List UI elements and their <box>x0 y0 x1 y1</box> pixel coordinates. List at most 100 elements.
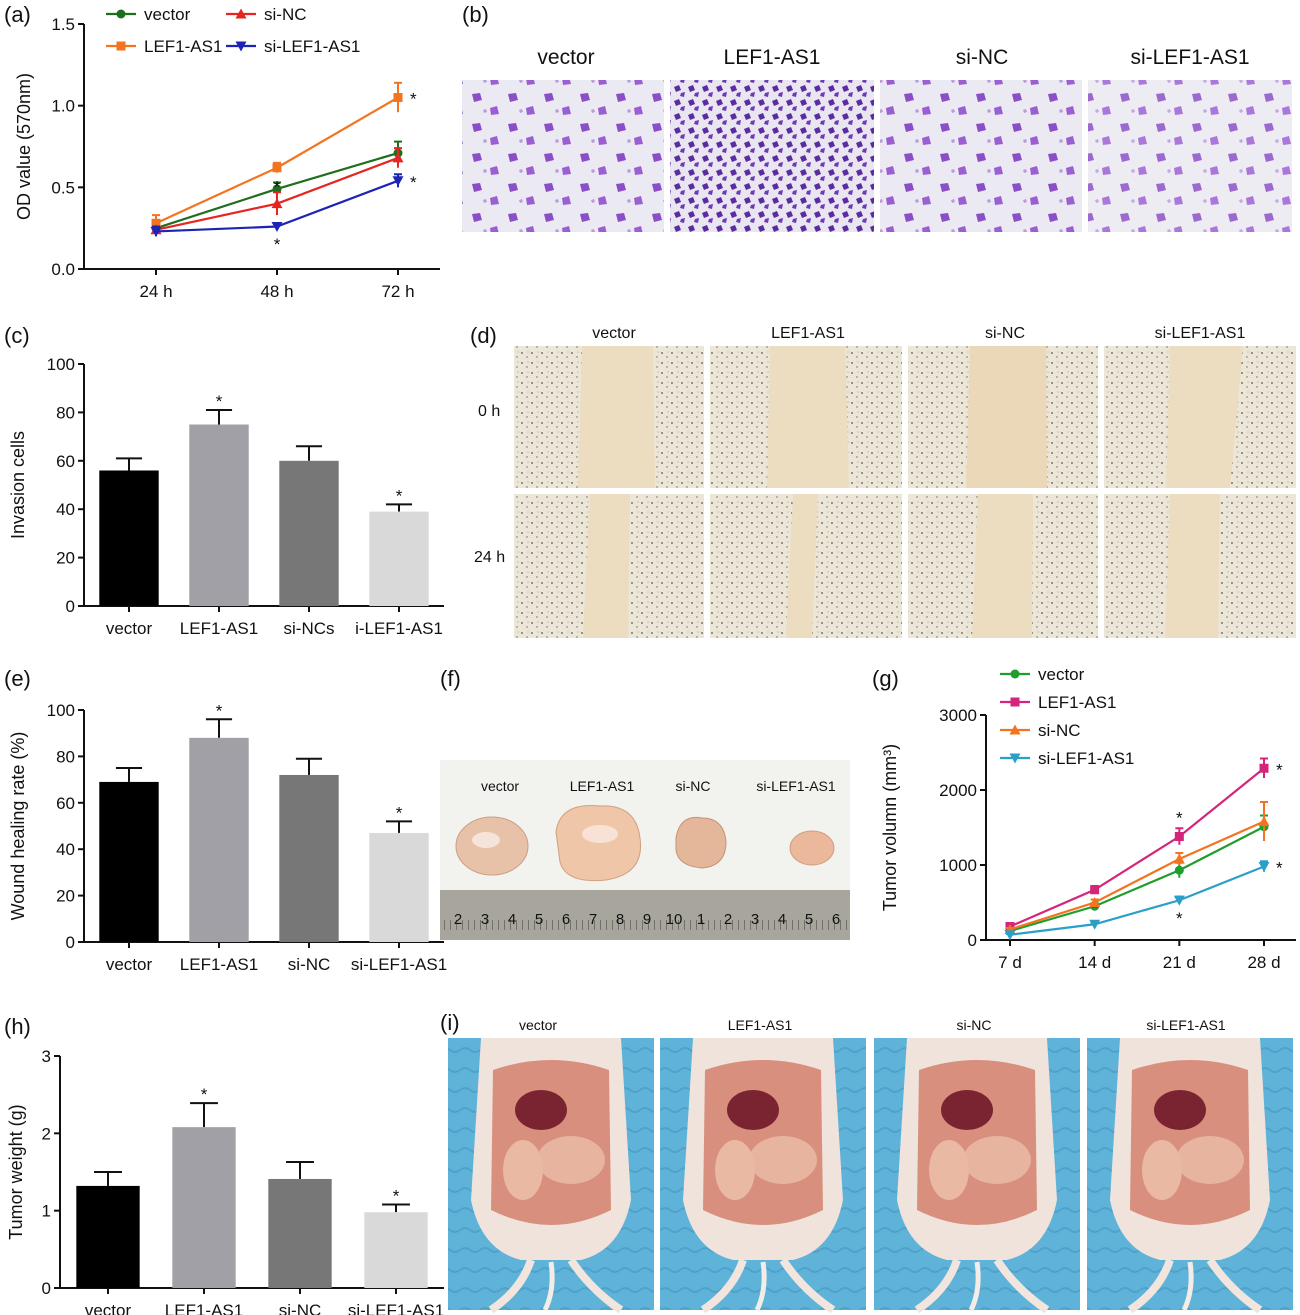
transwell-label-si-lef1-as1: si-LEF1-AS1 <box>1130 46 1249 69</box>
legend-label: LEF1-AS1 <box>144 37 222 56</box>
point-si-nc <box>1258 816 1270 826</box>
ruler-number: 2 <box>724 911 732 928</box>
x-tick-label-si-lef1-as1: si-LEF1-AS1 <box>351 955 447 974</box>
point-lef1-as1 <box>393 93 403 102</box>
legend-item-lef1-as1: LEF1-AS1 <box>1000 693 1116 712</box>
legend-label: LEF1-AS1 <box>1038 693 1116 712</box>
transwell-label-si-nc: si-NC <box>956 46 1009 69</box>
x-tick-label-lef1-as1: LEF1-AS1 <box>180 955 258 974</box>
bar-vector <box>99 470 159 606</box>
y-axis-label: OD value (570nm) <box>14 73 34 220</box>
point-si-lef1-as1 <box>150 226 162 237</box>
mouse-body <box>897 1038 1057 1314</box>
ruler-number: 5 <box>535 911 543 928</box>
legend-marker <box>116 9 126 19</box>
y-tick-label: 1.5 <box>51 15 75 34</box>
wound-label-lef1-as1: LEF1-AS1 <box>771 325 845 342</box>
bar-si-nc <box>268 1178 332 1288</box>
ruler-number: 2 <box>454 911 462 928</box>
x-tick-label-si-nc: si-NC <box>288 955 331 974</box>
y-axis-label: Tumor volumn (mm³) <box>880 744 900 911</box>
mouse-photos: vector LEF1-AS1 si-NC si-LEF1-AS1 <box>448 1017 1293 1314</box>
point-si-nc <box>392 152 404 163</box>
mouse-label-si-nc: si-NC <box>957 1017 992 1033</box>
y-tick-label: 0 <box>66 597 75 616</box>
bar-vector <box>76 1185 140 1288</box>
series-line-vector <box>1009 825 1265 933</box>
transwell-label-vector: vector <box>537 46 594 69</box>
y-axis-label: Invasion cells <box>8 431 28 539</box>
y-tick-label: 20 <box>56 887 75 906</box>
ruler-number: 7 <box>589 911 597 928</box>
transwell-image-si-nc <box>880 80 1082 232</box>
significance-star-si-lef1-as1: * <box>396 803 403 822</box>
series-line-si-nc <box>1009 820 1265 931</box>
ruler-number: 3 <box>481 911 489 928</box>
panel-label-d: (d) <box>470 323 497 348</box>
legend-marker <box>1010 669 1020 679</box>
bar-chart-tumor-weight: 0 1 2 3 Tumor weight (g) vector * LEF1-AS1 si-NC… <box>6 1047 444 1315</box>
point-si-lef1-as1 <box>392 176 404 187</box>
bar-chart-invasion: 0 20 40 60 80 100 Invasion cells vector * LEF1-AS… <box>8 355 444 638</box>
y-tick-label: 2 <box>42 1124 51 1143</box>
point-lef1-as1 <box>272 163 282 173</box>
bar-si-lef1-as1 <box>369 832 429 942</box>
tumor-si-nc <box>675 816 727 869</box>
point-lef1-as1 <box>1090 885 1100 895</box>
legend-item-si-nc: si-NC <box>226 5 307 24</box>
legend-item-si-nc: si-NC <box>1000 721 1081 740</box>
series-lef1-as1: * * * <box>1005 757 1283 931</box>
tumor-label-si-nc: si-NC <box>676 778 711 794</box>
ruler-number: 4 <box>508 911 516 928</box>
legend-marker <box>235 41 247 52</box>
point-lef1-as1 <box>1259 763 1269 773</box>
line-chart-od: 0.0 0.5 1.0 1.5 OD value (570nm) 24 h 48 h 72 h… <box>14 5 440 301</box>
series-lef1-as1: ** <box>151 81 417 232</box>
y-tick-label: 0 <box>42 1279 51 1298</box>
panel-label-i: (i) <box>440 1010 460 1035</box>
x-tick-label-vector: vector <box>85 1301 132 1315</box>
significance-star-lef1-as1: * <box>216 701 223 720</box>
y-tick-label: 3 <box>42 1047 51 1066</box>
legend-marker <box>235 8 247 19</box>
ruler-number: 1 <box>697 911 705 928</box>
x-tick-label-28-d: 28 d <box>1247 953 1280 972</box>
x-tick-label-vector: vector <box>106 955 153 974</box>
legend-item-si-lef1-as1: si-LEF1-AS1 <box>226 37 360 56</box>
ruler-number: 3 <box>751 911 759 928</box>
x-tick-label-72-h: 72 h <box>381 282 414 301</box>
x-tick-label-14-d: 14 d <box>1078 953 1111 972</box>
y-tick-label: 3000 <box>939 706 977 725</box>
series-si-lef1-as1: ** <box>1004 859 1283 941</box>
panel-label-h: (h) <box>4 1014 31 1039</box>
line-chart-tumor-volume: 0 1000 2000 3000 Tumor volumn (mm³) 7 d 14 d 21… <box>880 665 1296 972</box>
ruler-number: 8 <box>616 911 624 928</box>
transwell-image-lef1-as1 <box>670 80 874 232</box>
legend-item-lef1-as1: LEF1-AS1 <box>106 37 222 56</box>
y-tick-label: 80 <box>56 403 75 422</box>
mouse-label-lef1-as1: LEF1-AS1 <box>728 1017 793 1033</box>
x-tick-label-21-d: 21 d <box>1163 953 1196 972</box>
point-si-nc <box>1173 853 1185 864</box>
x-tick-label-i-lef1-as1: i-LEF1-AS1 <box>355 619 443 638</box>
transwell-label-lef1-as1: LEF1-AS1 <box>724 46 821 69</box>
point-si-lef1-as1 <box>271 222 283 233</box>
legend-item-vector: vector <box>106 5 191 24</box>
y-tick-label: 100 <box>47 355 75 374</box>
series-si-nc <box>1004 801 1270 934</box>
point-si-lef1-as1 <box>1173 895 1185 906</box>
tumor-label-lef1-as1: LEF1-AS1 <box>570 778 635 794</box>
tumor-si-lef1-as1 <box>789 830 835 866</box>
wound-row-label-24h: 24 h <box>474 549 505 566</box>
bar-i-lef1-as1 <box>369 511 429 606</box>
point-vector <box>272 184 282 194</box>
point-vector <box>1174 865 1184 875</box>
legend-item-vector: vector <box>1000 665 1085 684</box>
bar-vector <box>99 781 159 942</box>
bar-lef1-as1 <box>189 424 249 606</box>
y-tick-label: 2000 <box>939 781 977 800</box>
wound-label-si-lef1-as1: si-LEF1-AS1 <box>1155 325 1246 342</box>
legend: vector LEF1-AS1 si-NC si-LEF1-AS1 <box>106 5 360 56</box>
y-tick-label: 40 <box>56 840 75 859</box>
x-tick-label-48-h: 48 h <box>260 282 293 301</box>
